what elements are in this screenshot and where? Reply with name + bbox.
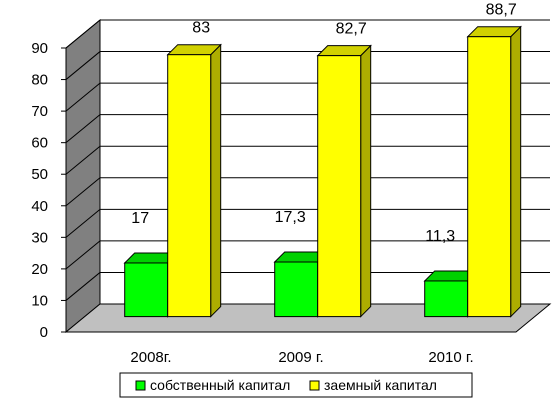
gridline-side bbox=[65, 82, 101, 112]
data-label: 82,7 bbox=[336, 21, 367, 38]
data-label: 17,3 bbox=[275, 209, 306, 226]
bar bbox=[124, 262, 169, 318]
bar bbox=[467, 36, 512, 318]
y-tick-label: 60 bbox=[31, 135, 48, 152]
y-tick-label: 30 bbox=[31, 229, 48, 246]
x-tick-label: 2010 г. bbox=[428, 349, 473, 366]
bar bbox=[424, 280, 469, 318]
y-tick-label: 40 bbox=[31, 198, 48, 215]
y-tick-label: 10 bbox=[31, 292, 48, 309]
y-tick-label: 0 bbox=[40, 324, 48, 341]
gridline-side bbox=[65, 19, 101, 49]
legend bbox=[119, 372, 473, 398]
gridline-side bbox=[65, 114, 101, 144]
bar-top bbox=[316, 45, 372, 57]
gridline-side bbox=[65, 51, 101, 80]
y-tick-label: 80 bbox=[31, 72, 48, 89]
data-label: 83 bbox=[192, 20, 210, 37]
y-tick-label: 50 bbox=[31, 166, 48, 183]
x-tick-label: 2009 г. bbox=[278, 349, 323, 366]
gridline-side bbox=[65, 208, 101, 238]
y-tick-label: 20 bbox=[31, 261, 48, 278]
gridline-side bbox=[65, 145, 101, 175]
bar bbox=[274, 261, 319, 318]
bar-side bbox=[360, 44, 372, 318]
bar-side bbox=[510, 25, 522, 318]
data-label: 17 bbox=[131, 210, 149, 227]
gridline-side bbox=[65, 177, 101, 207]
x-tick-label: 2008г. bbox=[130, 349, 171, 366]
y-tick-label: 90 bbox=[31, 40, 48, 57]
bar bbox=[167, 54, 212, 318]
gridline-side bbox=[65, 240, 101, 270]
side-wall bbox=[65, 18, 101, 334]
data-label: 88,7 bbox=[486, 2, 517, 19]
bar-side bbox=[210, 43, 222, 318]
y-tick-label: 70 bbox=[31, 103, 48, 120]
legend-label: собственный капитал bbox=[150, 377, 290, 393]
legend-swatch bbox=[135, 380, 146, 391]
bar-top bbox=[166, 44, 222, 56]
bar-top bbox=[466, 26, 522, 38]
legend-label: заемный капитал bbox=[324, 377, 437, 393]
data-label: 11,3 bbox=[425, 228, 455, 245]
bar bbox=[317, 55, 362, 318]
legend-swatch bbox=[309, 380, 320, 391]
gridline-side bbox=[65, 272, 101, 301]
